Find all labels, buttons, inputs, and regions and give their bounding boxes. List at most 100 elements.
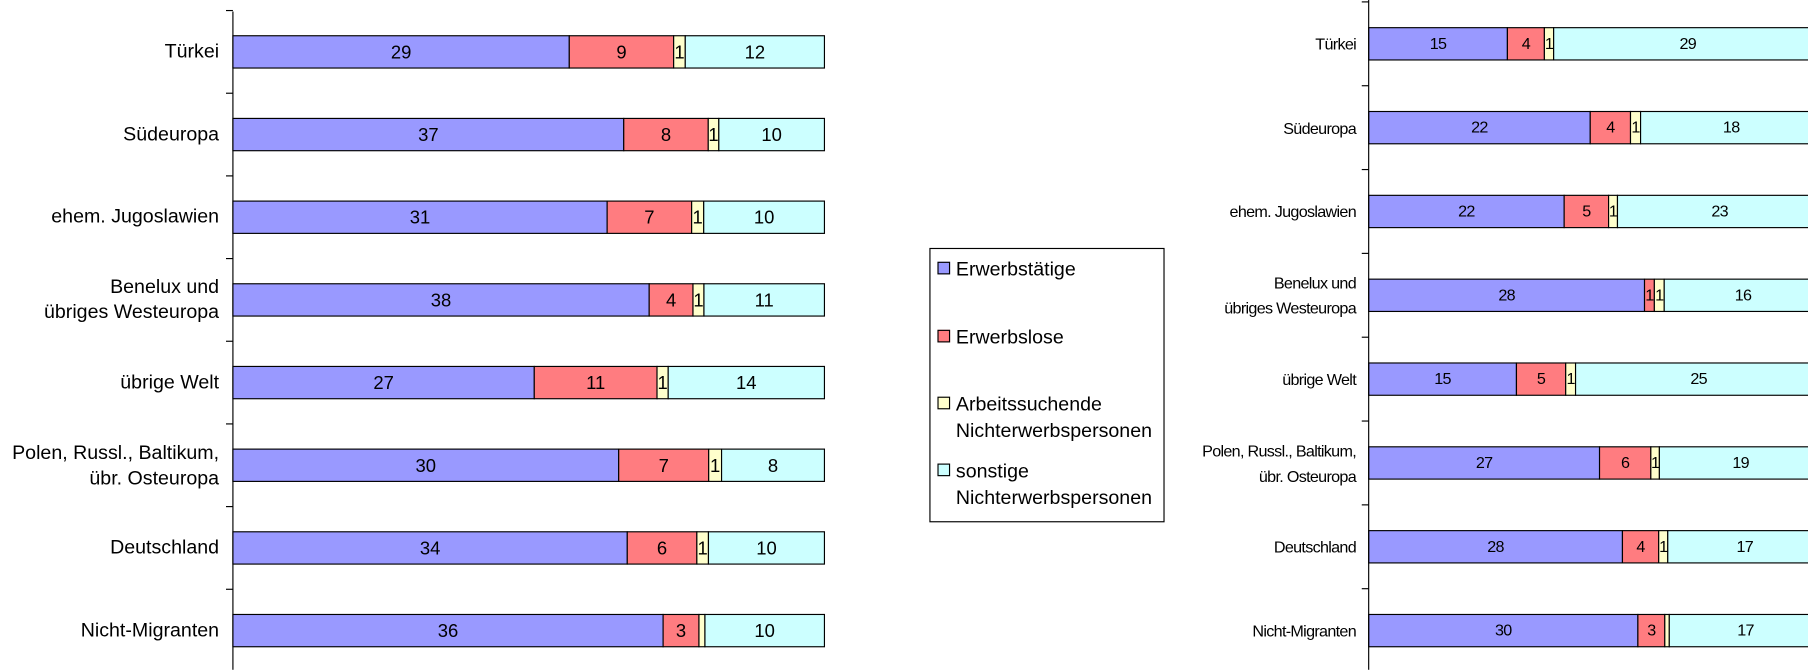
- value-label: 7: [659, 455, 669, 476]
- bar-segment: [698, 613, 706, 648]
- value-label: 3: [676, 620, 686, 641]
- value-label: 28: [1498, 286, 1515, 304]
- bar-segment: [1616, 194, 1808, 229]
- category-label: ehem. Jugoslawien: [51, 205, 220, 228]
- category-label: Türkei: [164, 40, 220, 63]
- value-label: 1: [1545, 35, 1554, 53]
- value-label: 15: [1430, 35, 1447, 53]
- value-label: 1: [698, 537, 708, 558]
- value-label: 1: [708, 124, 718, 145]
- value-label: 6: [657, 537, 667, 558]
- legend-label: Erwerbslose: [955, 326, 1064, 349]
- value-label: 10: [754, 620, 775, 641]
- bar-segment: [684, 35, 826, 69]
- value-label: 4: [666, 289, 676, 310]
- category-label: Türkei: [1315, 34, 1356, 54]
- legend-item: Erwerbstätige: [937, 256, 1162, 283]
- value-label: 38: [431, 289, 452, 310]
- bar-segment: [703, 283, 826, 317]
- bar-segment: [1668, 613, 1808, 648]
- value-label: 37: [418, 124, 439, 145]
- value-label: 23: [1711, 202, 1728, 220]
- bar-segment: [720, 448, 826, 482]
- bar-segment: [568, 35, 675, 69]
- category-label: Südeuropa: [1283, 118, 1356, 137]
- category-label: Deutschland: [1273, 537, 1357, 556]
- bar-segment: [718, 117, 826, 152]
- value-label: 29: [1679, 35, 1696, 53]
- value-label: 3: [1647, 622, 1656, 640]
- value-label: 6: [1621, 454, 1630, 472]
- bar-segment: [1368, 27, 1508, 61]
- bar-segment: [1667, 530, 1808, 564]
- value-label: 1: [1651, 454, 1660, 472]
- value-label: 1: [1659, 538, 1668, 556]
- bar-segment: [626, 531, 698, 565]
- legend-item: Arbeitssuchende Nichterwerbspersonen: [937, 391, 1163, 444]
- value-label: 5: [1537, 370, 1546, 388]
- bar-segment: [1658, 446, 1808, 480]
- value-label: 1: [657, 372, 667, 393]
- bar-segment: [648, 283, 694, 317]
- legend-swatch: [937, 261, 951, 275]
- bar-segment: [703, 200, 826, 234]
- bar-segment: [232, 531, 628, 565]
- bar-segment: [232, 365, 535, 400]
- value-label: 1: [693, 289, 703, 310]
- value-label: 10: [756, 537, 777, 558]
- bar-segment: [1506, 27, 1545, 61]
- value-label: 1: [1631, 119, 1640, 137]
- value-label: 18: [1723, 119, 1740, 137]
- value-label: 22: [1458, 202, 1475, 220]
- legend-item: Erwerbslose: [937, 324, 1162, 351]
- value-label: 4: [1522, 35, 1531, 53]
- bar-segment: [1368, 278, 1646, 313]
- value-label: 1: [693, 207, 703, 228]
- legend-swatch: [937, 463, 951, 477]
- category-label: Südeuropa: [123, 123, 220, 145]
- legend: Erwerbstätige Erwerbslose Arbeitssuchende …: [929, 247, 1165, 523]
- bar-segment: [623, 117, 709, 152]
- value-label: 1: [1566, 370, 1575, 388]
- value-label: 10: [761, 124, 782, 145]
- bar-segment: [1368, 194, 1565, 229]
- value-label: 7: [644, 207, 654, 228]
- bar-segment: [1598, 446, 1652, 480]
- value-label: 9: [616, 41, 626, 62]
- value-label: 17: [1737, 538, 1754, 556]
- value-label: 28: [1487, 538, 1504, 556]
- value-label: 30: [416, 455, 437, 476]
- bar-segment: [1664, 613, 1670, 648]
- value-label: 1: [1609, 202, 1618, 220]
- bar-segment: [618, 448, 710, 482]
- bar-segment: [232, 283, 650, 317]
- value-label: 17: [1737, 622, 1754, 640]
- value-label: 1: [1645, 286, 1654, 304]
- bar-segment: [606, 200, 693, 234]
- legend-label: sonstige Nichterwerbspersonen: [955, 460, 1153, 509]
- value-label: 15: [1434, 370, 1451, 388]
- bar-segment: [667, 365, 826, 400]
- bar-segment: [704, 613, 826, 648]
- legend-swatch: [937, 396, 951, 410]
- value-label: 1: [710, 455, 720, 476]
- category-label: ehem. Jugoslawien: [1229, 202, 1357, 221]
- bar-segment: [1563, 194, 1610, 229]
- value-label: 5: [1582, 202, 1591, 220]
- value-label: 36: [438, 620, 459, 641]
- value-label: 29: [391, 41, 412, 62]
- category-label: übrige Welt: [1282, 369, 1356, 389]
- value-label: 1: [674, 41, 684, 62]
- bar-segment: [1639, 110, 1808, 145]
- value-label: 10: [754, 207, 775, 228]
- bar-segment: [533, 365, 658, 400]
- value-label: 1: [1655, 286, 1664, 304]
- category-label: Deutschland: [110, 536, 220, 559]
- value-label: 11: [755, 289, 774, 310]
- value-label: 34: [420, 537, 441, 558]
- value-label: 11: [586, 372, 605, 393]
- bar-segment: [1553, 27, 1808, 61]
- bar-segment: [707, 531, 826, 565]
